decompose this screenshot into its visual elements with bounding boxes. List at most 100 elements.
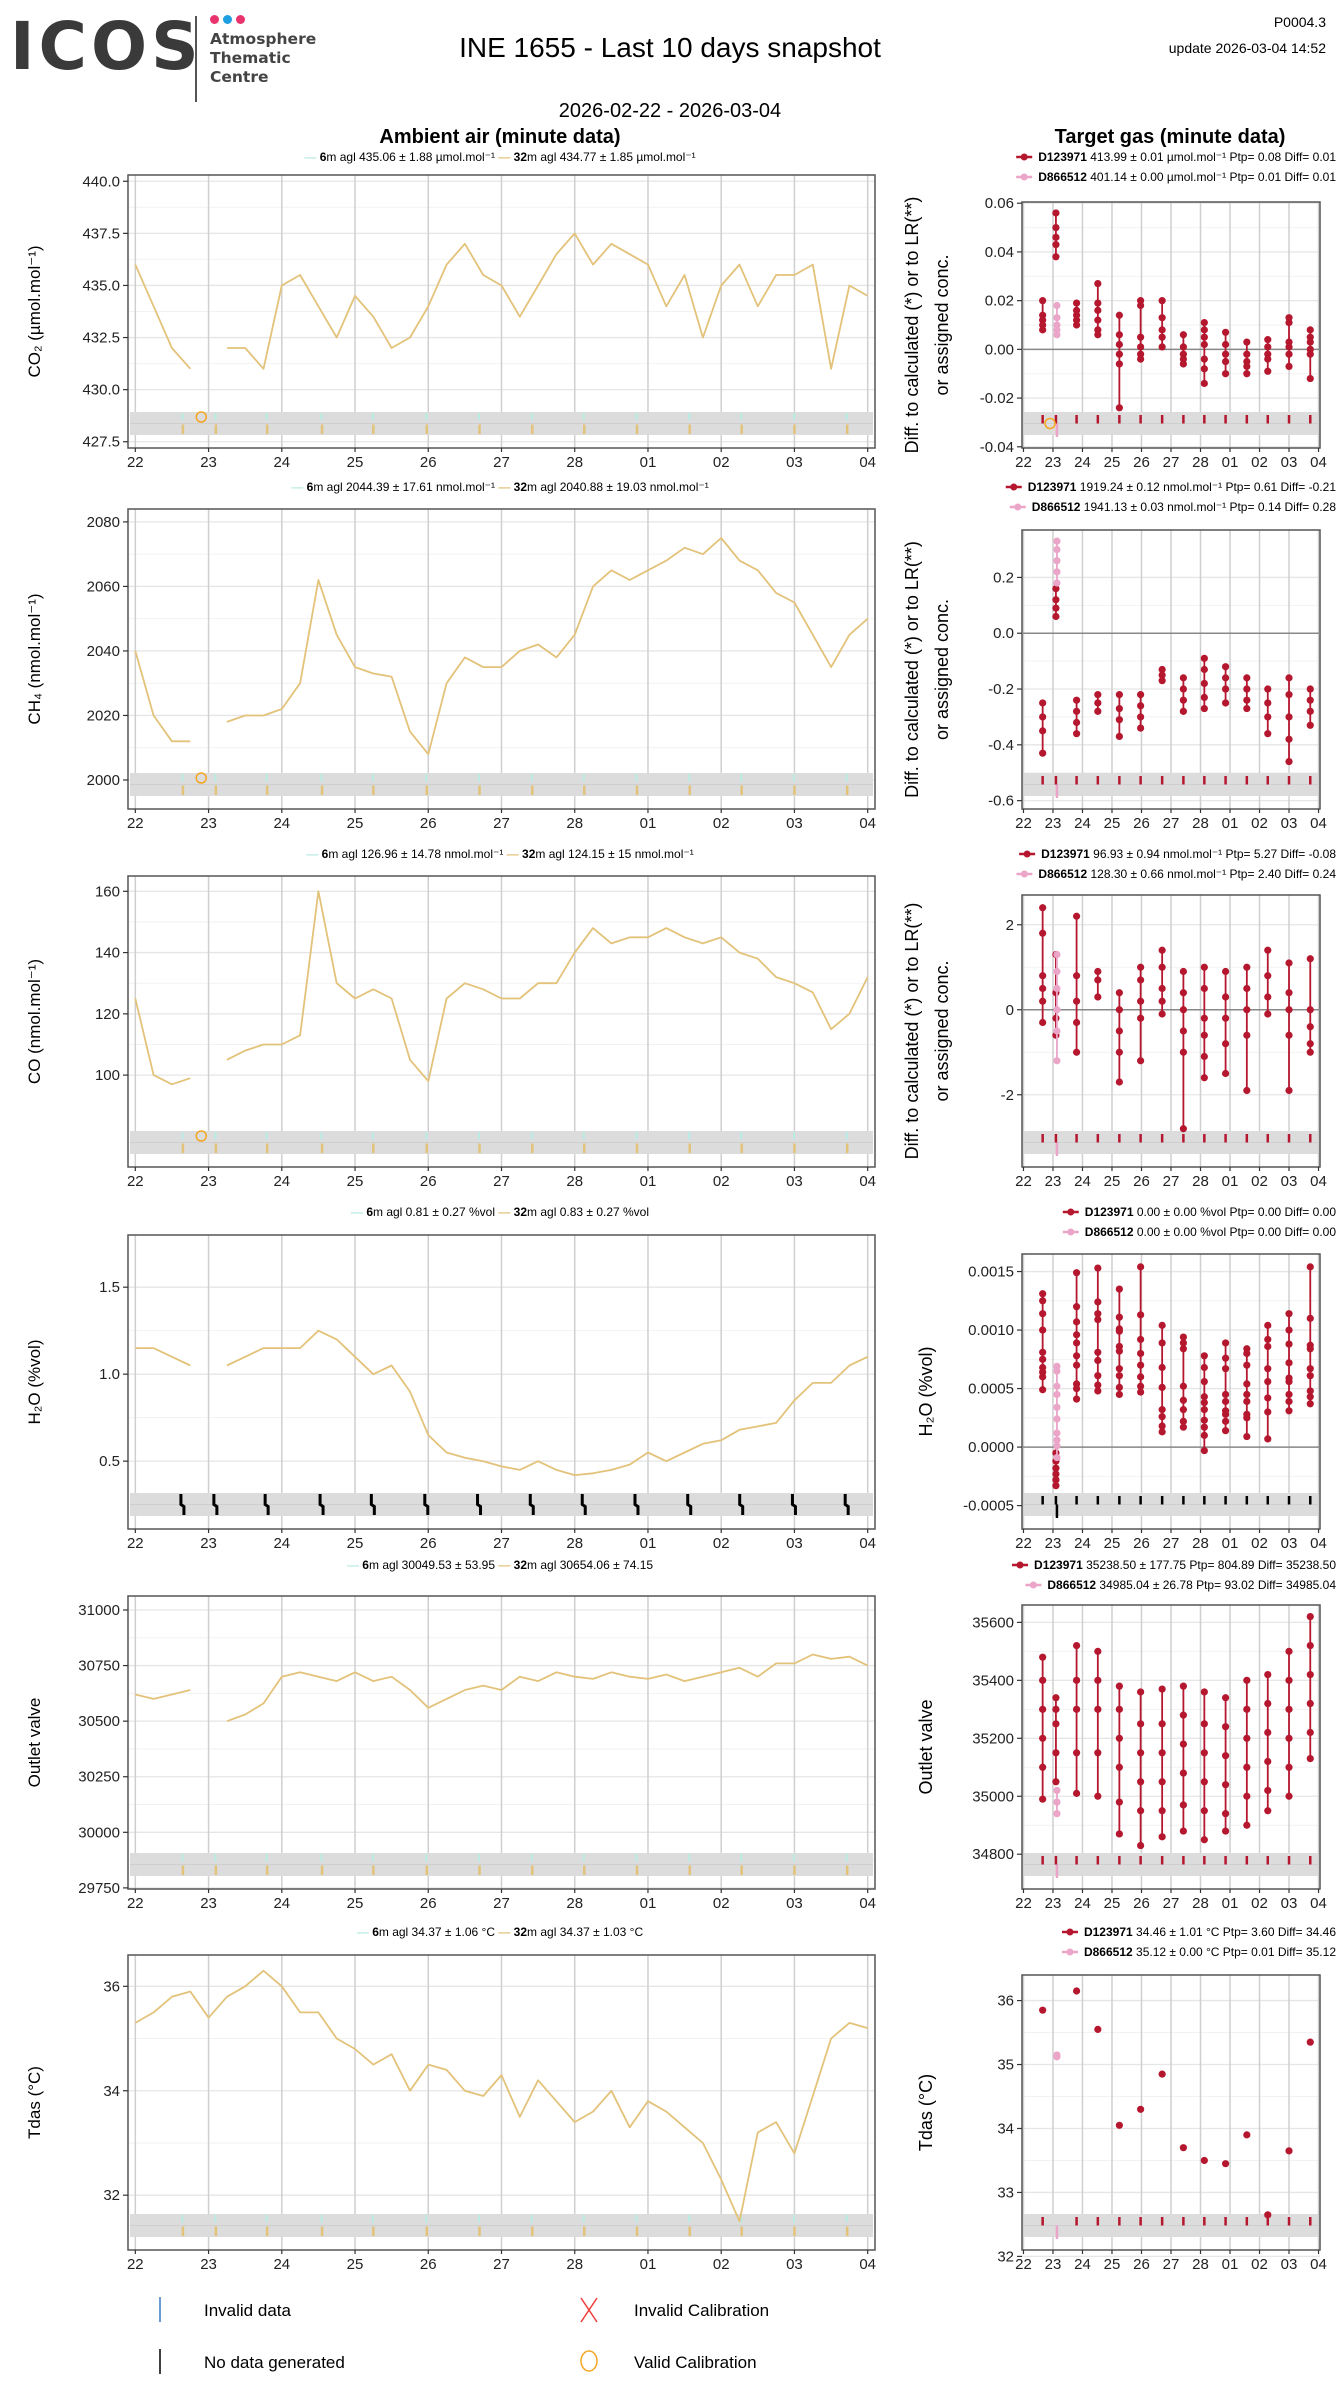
target-d123971-point — [1072, 1384, 1081, 1393]
target-d123971-point — [1137, 963, 1145, 971]
x-tick-label: 25 — [1104, 1895, 1121, 1912]
target-d123971-point — [1306, 1400, 1314, 1408]
target-d123971-point — [1200, 1688, 1208, 1696]
target-d123971-point — [1243, 674, 1251, 682]
x-tick-label: 26 — [1133, 1895, 1150, 1912]
target-d123971-point — [1285, 1705, 1293, 1713]
x-tick-label: 01 — [1222, 2256, 1239, 2273]
y-tick-label: 0.0015 — [968, 1264, 1014, 1281]
legend-text: m agl 124.15 ± 15 nmol.mol⁻¹ — [535, 847, 693, 861]
x-tick-label: 24 — [1074, 1895, 1091, 1912]
target-d123971-point — [1115, 404, 1123, 412]
target-d123971-point — [1306, 1365, 1314, 1373]
ambient-panel: 2000 2020 2040 2060 2080 22 23 24 25 26 27 28 01 02 03… — [25, 480, 876, 832]
target-d123971-point — [1179, 1027, 1187, 1035]
target-d123971-point — [1158, 343, 1166, 351]
x-tick-label: 23 — [1045, 1895, 1062, 1912]
target-d123971-point — [1179, 1406, 1187, 1414]
target-d123971-point — [1158, 333, 1166, 341]
target-d123971-point — [1243, 1380, 1251, 1388]
y-tick-label: 30500 — [78, 1713, 120, 1730]
target-d123971-point — [1115, 1048, 1123, 1056]
target-d123971-point — [1072, 1352, 1081, 1360]
target-d123971-point — [1137, 1361, 1145, 1369]
target-d123971-point — [1264, 367, 1272, 375]
legend-text: m agl 2040.88 ± 19.03 nmol.mol⁻¹ — [527, 480, 709, 494]
target-d123971-point — [1179, 1006, 1187, 1014]
valid-calibration-icon — [580, 2350, 598, 2372]
logo-line: Atmosphere — [210, 30, 317, 48]
target-d123971-point — [1072, 1048, 1081, 1056]
target-legend-entry: D866512 35.12 ± 0.00 °C Ptp= 0.01 Diff= … — [1084, 1945, 1336, 1959]
target-d123971-point — [1039, 1355, 1047, 1363]
x-tick-label: 27 — [1163, 454, 1180, 471]
target-d123971-point — [1200, 1807, 1208, 1815]
x-tick-label: 26 — [1133, 454, 1150, 471]
target-d123971-point — [1264, 699, 1272, 707]
x-tick-label: 26 — [420, 2256, 437, 2273]
target-d123971-point — [1306, 1048, 1314, 1056]
target-d123971-point — [1200, 379, 1208, 388]
target-d123971-point — [1200, 693, 1208, 702]
target-d123971-point — [1072, 1749, 1081, 1757]
y-tick-label: 30000 — [78, 1824, 120, 1841]
x-tick-label: 03 — [1281, 2256, 1298, 2273]
target-d123971-point — [1264, 1010, 1272, 1018]
x-tick-label: 24 — [273, 1173, 290, 1190]
y-tick-label: 427.5 — [82, 434, 120, 451]
x-tick-label: 02 — [1251, 1173, 1268, 1190]
y-tick-label: 29750 — [78, 1880, 120, 1897]
x-tick-label: 23 — [1045, 454, 1062, 471]
target-d123971-point — [1243, 1414, 1251, 1422]
target-d123971-point — [1115, 989, 1123, 997]
target-d123971-point — [1158, 1428, 1166, 1436]
target-d123971-point — [1243, 350, 1251, 358]
target-d123971-point — [1115, 1830, 1123, 1838]
target-d123971-point — [1221, 1417, 1230, 1425]
target-id: D866512 — [1032, 500, 1081, 514]
x-tick-label: 02 — [1251, 2256, 1268, 2273]
valid-calibration-marker — [195, 772, 207, 784]
target-d123971-point — [1039, 1310, 1047, 1318]
target-d123971-point — [1200, 318, 1208, 327]
y-tick-label: -0.4 — [988, 737, 1014, 754]
series-line-32m — [134, 232, 869, 370]
target-d123971-point — [1094, 316, 1102, 324]
target-d123971-point — [1243, 1086, 1251, 1095]
target-d123971-point — [1221, 1390, 1230, 1399]
valid-calibration-marker — [1044, 417, 1056, 430]
target-d123971-point — [1039, 1373, 1047, 1381]
legend-height: 32 — [522, 847, 536, 861]
x-tick-label: 26 — [420, 815, 437, 832]
legend-text: m agl 126.96 ± 14.78 nmol.mol⁻¹ — [328, 847, 503, 861]
target-d866512-point — [1053, 1786, 1061, 1795]
x-tick-label: 01 — [640, 2256, 657, 2273]
x-tick-label: 26 — [1133, 815, 1150, 832]
target-d123971-point — [1115, 1682, 1123, 1690]
x-tick-label: 25 — [1104, 1535, 1121, 1552]
target-d123971-point — [1115, 340, 1123, 349]
x-tick-label: 22 — [1015, 815, 1032, 832]
target-d123971-point — [1158, 1321, 1166, 1329]
target-d123971-point — [1137, 1263, 1145, 1271]
no-data-marker — [263, 1494, 270, 1515]
x-tick-label: 26 — [420, 1895, 437, 1912]
y-tick-label: 0.06 — [985, 195, 1014, 212]
target-d123971-point — [1200, 1416, 1208, 1424]
target-d123971-point — [1179, 696, 1187, 704]
target-d123971-point — [1221, 350, 1230, 358]
x-tick-label: 27 — [1163, 1535, 1180, 1552]
target-d123971-point — [1200, 1052, 1208, 1061]
x-tick-label: 22 — [1015, 454, 1032, 471]
x-tick-label: 22 — [1015, 2256, 1032, 2273]
target-d866512-point — [1053, 1442, 1061, 1450]
target-d123971-point — [1264, 1435, 1272, 1443]
target-d123971-point — [1221, 1397, 1230, 1406]
target-d123971-point — [1115, 1383, 1123, 1392]
target-d123971-point — [1200, 1363, 1208, 1372]
legend-height: 32 — [514, 150, 528, 164]
x-tick-label: 26 — [1133, 1173, 1150, 1190]
target-d123971-point — [1200, 1446, 1208, 1455]
x-tick-label: 23 — [1045, 2256, 1062, 2273]
no-data-marker — [528, 1494, 535, 1515]
